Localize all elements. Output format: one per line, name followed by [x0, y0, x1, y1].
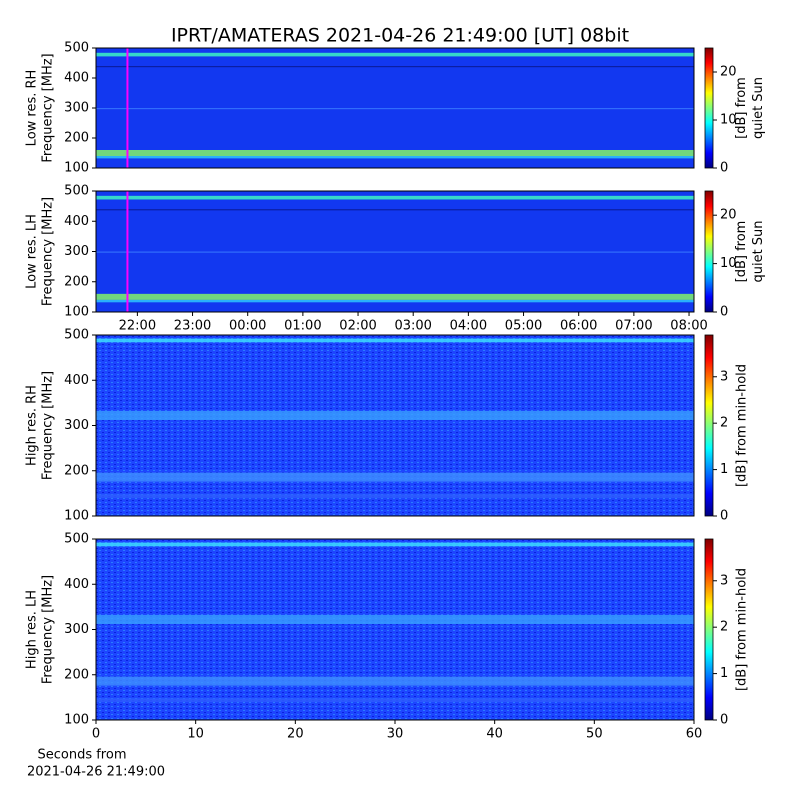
- spectrum-band: [96, 251, 694, 253]
- colorbar: [704, 190, 714, 313]
- x-tick-label: 02:00: [339, 319, 376, 334]
- y-tick-label: 200: [64, 274, 89, 289]
- x-tick-label: 23:00: [174, 319, 211, 334]
- spectrum-band: [96, 150, 694, 156]
- y-tick-label: 400: [64, 577, 89, 592]
- colorbar-tick-label: 0: [720, 509, 728, 524]
- colorbar-label: [dB] from min-hold: [735, 568, 750, 691]
- colorbar-tick-label: 3: [720, 369, 728, 384]
- spectrum-band: [96, 299, 694, 303]
- chart-title: IPRT/AMATERAS 2021-04-26 21:49:00 [UT] 0…: [171, 25, 629, 47]
- y-axis-label: High res. LH: [25, 590, 40, 669]
- y-tick-label: 400: [64, 214, 89, 229]
- spectrum-band: [96, 411, 694, 421]
- spectrum-band: [96, 52, 694, 57]
- y-tick-label: 500: [64, 328, 89, 343]
- y-tick-label: 300: [64, 418, 89, 433]
- colorbar: [704, 47, 714, 169]
- colorbar: [704, 334, 714, 517]
- x-tick-label: 03:00: [394, 319, 431, 334]
- spectrogram: [96, 539, 694, 720]
- x-tick-label: 05:00: [505, 319, 542, 334]
- spectrum-band: [96, 195, 694, 200]
- x-axis-label: Seconds from: [37, 748, 126, 763]
- x-axis-label: 2021-04-26 21:49:00: [27, 765, 165, 780]
- y-axis-label: Frequency [MHz]: [41, 371, 56, 480]
- y-axis-label: Frequency [MHz]: [41, 53, 56, 162]
- spectrogram: [96, 335, 694, 516]
- colorbar-tick-label: 2: [720, 416, 728, 431]
- spectrum-band: [96, 615, 694, 625]
- y-tick-label: 400: [64, 373, 89, 388]
- y-tick-label: 100: [64, 161, 89, 176]
- y-tick-label: 100: [64, 509, 89, 524]
- y-tick-label: 100: [64, 713, 89, 728]
- y-tick-label: 200: [64, 667, 89, 682]
- y-tick-label: 200: [64, 131, 89, 146]
- y-axis-label: Frequency [MHz]: [41, 575, 56, 684]
- y-axis-label: Low res. RH: [25, 70, 40, 147]
- colorbar-tick-label: 0: [720, 713, 728, 728]
- colorbar-label: [dB] from: [734, 221, 749, 283]
- y-tick-label: 300: [64, 622, 89, 637]
- colorbar-tick-label: 10: [720, 256, 737, 271]
- x-tick-label: 08:00: [670, 319, 707, 334]
- y-tick-label: 500: [64, 532, 89, 547]
- x-tick-label: 06:00: [560, 319, 597, 334]
- colorbar: [704, 538, 714, 721]
- colorbar-label: quiet Sun: [751, 77, 766, 139]
- x-tick-label: 01:00: [284, 319, 321, 334]
- y-tick-label: 500: [64, 184, 89, 199]
- x-tick-label: 50: [586, 727, 603, 742]
- x-tick-label: 0: [92, 727, 100, 742]
- y-tick-label: 300: [64, 101, 89, 116]
- x-tick-label: 10: [187, 727, 204, 742]
- spectrum-band: [96, 338, 694, 343]
- x-tick-label: 30: [387, 727, 404, 742]
- x-tick-label: 20: [287, 727, 304, 742]
- colorbar-tick-label: 2: [720, 620, 728, 635]
- colorbar-tick-label: 20: [720, 65, 737, 80]
- spectrum-band: [96, 108, 694, 110]
- x-tick-label: 07:00: [615, 319, 652, 334]
- spectrum-band: [96, 494, 694, 498]
- colorbar-label: quiet Sun: [751, 220, 766, 282]
- spectrum-band: [96, 156, 694, 159]
- x-tick-label: 40: [486, 727, 503, 742]
- colorbar-tick-label: 1: [720, 666, 728, 681]
- x-tick-label: 22:00: [119, 319, 156, 334]
- y-axis-label: Low res. LH: [25, 214, 40, 289]
- x-tick-label: 04:00: [450, 319, 487, 334]
- colorbar-tick-label: 1: [720, 462, 728, 477]
- y-axis-label: Frequency [MHz]: [41, 197, 56, 306]
- spectrum-band: [96, 542, 694, 547]
- spectrum-band: [96, 66, 694, 68]
- colorbar-tick-label: 3: [720, 573, 728, 588]
- spectrum-band: [96, 676, 694, 686]
- spectrum-band: [96, 209, 694, 211]
- y-tick-label: 300: [64, 244, 89, 259]
- colorbar-tick-label: 10: [720, 113, 737, 128]
- y-tick-label: 100: [64, 305, 89, 320]
- y-tick-label: 400: [64, 71, 89, 86]
- x-tick-label: 00:00: [229, 319, 266, 334]
- y-axis-label: High res. RH: [25, 385, 40, 466]
- y-tick-label: 500: [64, 41, 89, 56]
- spectrum-band: [96, 293, 694, 300]
- y-tick-label: 200: [64, 463, 89, 478]
- x-tick-label: 60: [686, 727, 703, 742]
- colorbar-tick-label: 0: [720, 305, 728, 320]
- colorbar-tick-label: 20: [720, 208, 737, 223]
- spectrum-band: [96, 698, 694, 702]
- colorbar-tick-label: 0: [720, 161, 728, 176]
- colorbar-label: [dB] from min-hold: [735, 364, 750, 487]
- colorbar-label: [dB] from: [734, 77, 749, 139]
- spectrum-band: [96, 472, 694, 482]
